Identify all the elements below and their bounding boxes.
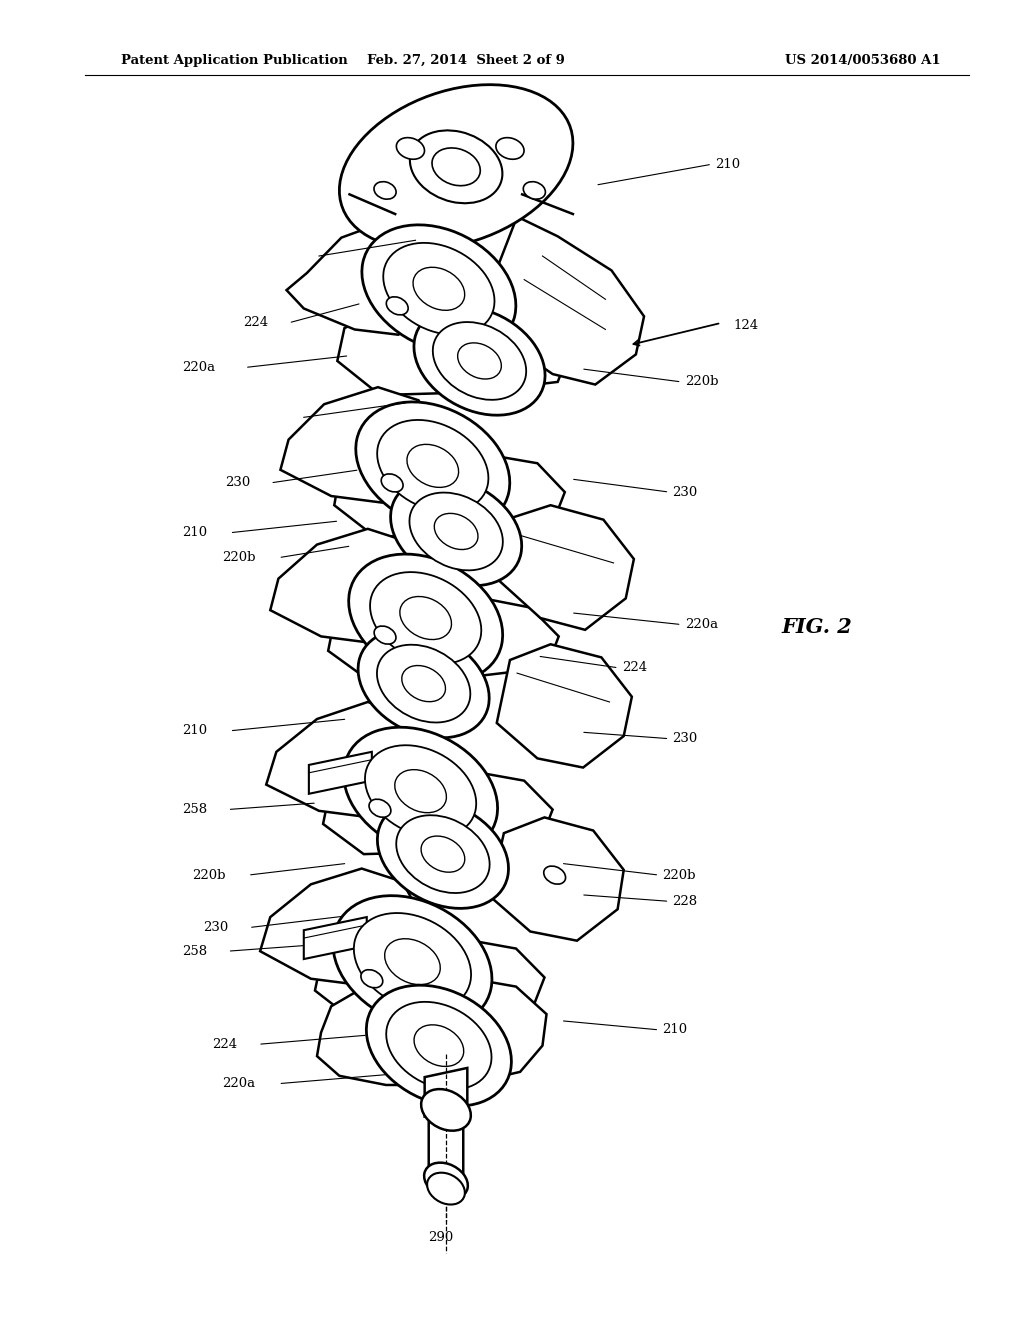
Ellipse shape xyxy=(349,554,503,682)
Ellipse shape xyxy=(433,322,526,400)
Ellipse shape xyxy=(377,644,470,722)
Text: 220a: 220a xyxy=(222,1077,256,1090)
Text: 230: 230 xyxy=(673,733,697,746)
Ellipse shape xyxy=(381,474,403,492)
Ellipse shape xyxy=(410,492,503,570)
Ellipse shape xyxy=(401,665,445,702)
Ellipse shape xyxy=(344,727,498,855)
Text: 290: 290 xyxy=(428,1230,454,1243)
Polygon shape xyxy=(281,387,439,503)
Text: 220b: 220b xyxy=(663,869,696,882)
Text: FIG. 2: FIG. 2 xyxy=(781,618,852,638)
Text: 224: 224 xyxy=(622,661,647,675)
Ellipse shape xyxy=(378,800,509,908)
Ellipse shape xyxy=(377,420,488,512)
Text: 220b: 220b xyxy=(222,552,256,564)
Ellipse shape xyxy=(374,182,396,199)
Polygon shape xyxy=(317,974,547,1085)
Ellipse shape xyxy=(386,1002,492,1089)
Ellipse shape xyxy=(369,799,391,817)
Text: Feb. 27, 2014  Sheet 2 of 9: Feb. 27, 2014 Sheet 2 of 9 xyxy=(368,54,565,67)
Ellipse shape xyxy=(367,985,511,1106)
Text: 224: 224 xyxy=(243,317,268,330)
Ellipse shape xyxy=(424,1163,468,1199)
Text: US 2014/0053680 A1: US 2014/0053680 A1 xyxy=(784,54,940,67)
Text: 258: 258 xyxy=(182,945,207,958)
Polygon shape xyxy=(287,220,450,335)
Text: 228: 228 xyxy=(673,895,697,908)
Polygon shape xyxy=(425,1068,467,1117)
Ellipse shape xyxy=(407,445,459,487)
Text: 230: 230 xyxy=(203,921,228,935)
Text: 230: 230 xyxy=(673,486,697,499)
Text: Patent Application Publication: Patent Application Publication xyxy=(121,54,348,67)
Text: 210: 210 xyxy=(182,527,207,540)
Polygon shape xyxy=(500,506,634,630)
Ellipse shape xyxy=(458,343,502,379)
Ellipse shape xyxy=(414,306,545,416)
Polygon shape xyxy=(494,216,644,384)
Text: 230: 230 xyxy=(225,477,251,490)
Polygon shape xyxy=(260,869,423,985)
Ellipse shape xyxy=(434,513,478,549)
Polygon shape xyxy=(328,593,559,681)
Text: 220b: 220b xyxy=(193,869,225,882)
Ellipse shape xyxy=(544,866,565,884)
Polygon shape xyxy=(304,917,367,960)
Ellipse shape xyxy=(365,746,476,837)
Text: 210: 210 xyxy=(663,1023,687,1036)
Ellipse shape xyxy=(354,913,471,1010)
Ellipse shape xyxy=(432,148,480,186)
Polygon shape xyxy=(337,301,571,395)
Ellipse shape xyxy=(333,896,492,1028)
Ellipse shape xyxy=(523,182,546,199)
Polygon shape xyxy=(324,767,553,854)
Ellipse shape xyxy=(395,770,446,813)
Polygon shape xyxy=(266,702,429,817)
Ellipse shape xyxy=(390,478,521,586)
Polygon shape xyxy=(309,752,372,793)
Ellipse shape xyxy=(496,137,524,160)
Text: 124: 124 xyxy=(733,319,759,333)
Ellipse shape xyxy=(396,137,425,160)
Ellipse shape xyxy=(396,816,489,894)
Text: 210: 210 xyxy=(715,157,740,170)
Ellipse shape xyxy=(399,597,452,640)
Text: 220a: 220a xyxy=(685,618,718,631)
Ellipse shape xyxy=(355,401,510,529)
Polygon shape xyxy=(489,817,624,941)
Ellipse shape xyxy=(358,630,489,738)
Ellipse shape xyxy=(374,626,396,644)
Ellipse shape xyxy=(385,939,440,985)
Ellipse shape xyxy=(360,970,383,987)
Polygon shape xyxy=(339,84,573,249)
Ellipse shape xyxy=(421,1089,471,1131)
Polygon shape xyxy=(429,1106,463,1183)
Ellipse shape xyxy=(414,1024,464,1067)
Polygon shape xyxy=(315,936,545,1022)
Text: 210: 210 xyxy=(182,725,207,738)
Ellipse shape xyxy=(386,297,409,315)
Polygon shape xyxy=(334,450,565,537)
Ellipse shape xyxy=(421,836,465,873)
Ellipse shape xyxy=(413,267,465,310)
Polygon shape xyxy=(497,644,632,767)
Ellipse shape xyxy=(427,1172,465,1205)
Text: 220a: 220a xyxy=(182,360,215,374)
Ellipse shape xyxy=(410,131,503,203)
Polygon shape xyxy=(270,529,429,643)
Ellipse shape xyxy=(383,243,495,335)
Ellipse shape xyxy=(361,224,516,352)
Ellipse shape xyxy=(370,572,481,664)
Text: 258: 258 xyxy=(182,803,207,816)
Text: 220b: 220b xyxy=(685,375,718,388)
Text: 224: 224 xyxy=(212,1038,238,1051)
